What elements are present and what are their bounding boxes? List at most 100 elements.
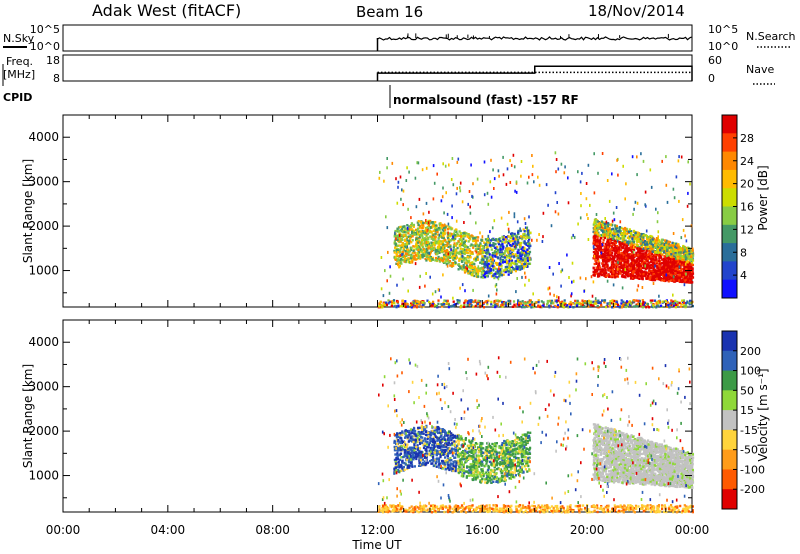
heatmap-pixel (660, 242, 663, 245)
heatmap-pixel (594, 218, 597, 221)
heatmap-pixel (606, 251, 609, 254)
heatmap-pixel (592, 250, 595, 254)
heatmap-pixel (456, 234, 459, 238)
heatmap-pixel (463, 271, 467, 274)
heatmap-pixel (406, 305, 409, 308)
heatmap-pixel (600, 247, 603, 250)
heatmap-pixel (614, 263, 617, 267)
heatmap-pixel (645, 253, 648, 256)
heatmap-pixel (592, 270, 595, 274)
heatmap-pixel (652, 305, 655, 309)
heatmap-pixel (485, 260, 488, 264)
heatmap-pixel (513, 240, 516, 243)
heatmap-pixel (496, 302, 499, 306)
heatmap-pixel (672, 232, 675, 235)
heatmap-pixel (504, 301, 507, 304)
heatmap-pixel (657, 304, 660, 307)
heatmap-pixel (672, 302, 675, 305)
heatmap-pixel (524, 260, 527, 264)
heatmap-pixel (526, 235, 529, 238)
heatmap-pixel (488, 241, 492, 245)
heatmap-pixel (482, 258, 485, 262)
heatmap-pixel (618, 265, 622, 268)
heatmap-pixel (629, 245, 632, 249)
heatmap-pixel (622, 250, 625, 253)
heatmap-pixel (683, 274, 686, 277)
heatmap-pixel (647, 255, 650, 258)
heatmap-pixel (442, 273, 444, 277)
heatmap-pixel (426, 251, 429, 255)
heatmap-pixel (503, 241, 507, 244)
heatmap-pixel (510, 265, 513, 269)
heatmap-pixel (627, 243, 630, 246)
heatmap-pixel (632, 264, 635, 267)
heatmap-pixel (471, 264, 474, 268)
heatmap-pixel (470, 304, 473, 307)
heatmap-pixel (508, 253, 511, 257)
heatmap-pixel (466, 248, 469, 252)
heatmap-pixel (458, 299, 461, 302)
heatmap-pixel (504, 249, 507, 253)
heatmap-pixel (480, 267, 483, 270)
heatmap-pixel (394, 249, 397, 252)
heatmap-pixel (527, 242, 530, 246)
heatmap-pixel (622, 245, 625, 248)
heatmap-pixel (646, 304, 650, 308)
heatmap-pixel (441, 240, 444, 243)
heatmap-pixel (633, 274, 637, 278)
heatmap-pixel (463, 245, 466, 248)
heatmap-pixel (657, 242, 660, 245)
heatmap-pixel (526, 259, 529, 262)
nsky-trace (376, 33, 692, 51)
heatmap-pixel (645, 241, 648, 244)
heatmap-pixel (494, 299, 497, 302)
heatmap-pixel (449, 226, 452, 229)
heatmap-pixel (614, 239, 617, 242)
heatmap-pixel (658, 269, 661, 272)
heatmap-pixel (495, 292, 498, 296)
heatmap-pixel (647, 274, 650, 278)
heatmap-pixel (645, 249, 648, 252)
heatmap-pixel (642, 247, 645, 250)
heatmap-pixel (469, 235, 472, 238)
heatmap-pixel (611, 274, 614, 277)
heatmap-pixel (452, 244, 456, 247)
heatmap-pixel (646, 302, 649, 306)
heatmap-pixel (414, 258, 417, 261)
heatmap-pixel (526, 256, 529, 260)
heatmap-pixel (604, 269, 607, 272)
heatmap-pixel (626, 241, 629, 244)
heatmap-pixel (431, 225, 434, 228)
heatmap-pixel (520, 302, 523, 305)
heatmap-pixel (552, 272, 554, 276)
heatmap-pixel (402, 259, 405, 262)
heatmap-pixel (593, 274, 596, 277)
heatmap-pixel (661, 268, 664, 272)
heatmap-pixel (548, 306, 551, 309)
heatmap-pixel (626, 260, 629, 263)
heatmap-pixel (409, 254, 412, 258)
heatmap-pixel (437, 288, 440, 292)
heatmap-pixel (471, 266, 474, 270)
heatmap-pixel (655, 272, 658, 275)
heatmap-pixel (525, 262, 529, 266)
heatmap-pixel (455, 251, 459, 254)
heatmap-pixel (629, 235, 632, 238)
heatmap-pixel (517, 258, 520, 261)
heatmap-pixel (484, 275, 487, 279)
heatmap-pixel (639, 235, 642, 238)
heatmap-pixel (655, 264, 658, 267)
heatmap-pixel (487, 299, 490, 303)
heatmap-pixel (616, 263, 619, 267)
heatmap-pixel (396, 227, 399, 230)
heatmap-pixel (608, 227, 611, 231)
heatmap-pixel (688, 248, 691, 251)
heatmap-pixel (516, 277, 518, 280)
heatmap-pixel (612, 211, 615, 215)
heatmap-pixel (593, 268, 597, 272)
heatmap-pixel (662, 279, 666, 282)
heatmap-pixel (690, 251, 693, 254)
heatmap-pixel (612, 231, 615, 234)
heatmap-pixel (515, 303, 518, 306)
